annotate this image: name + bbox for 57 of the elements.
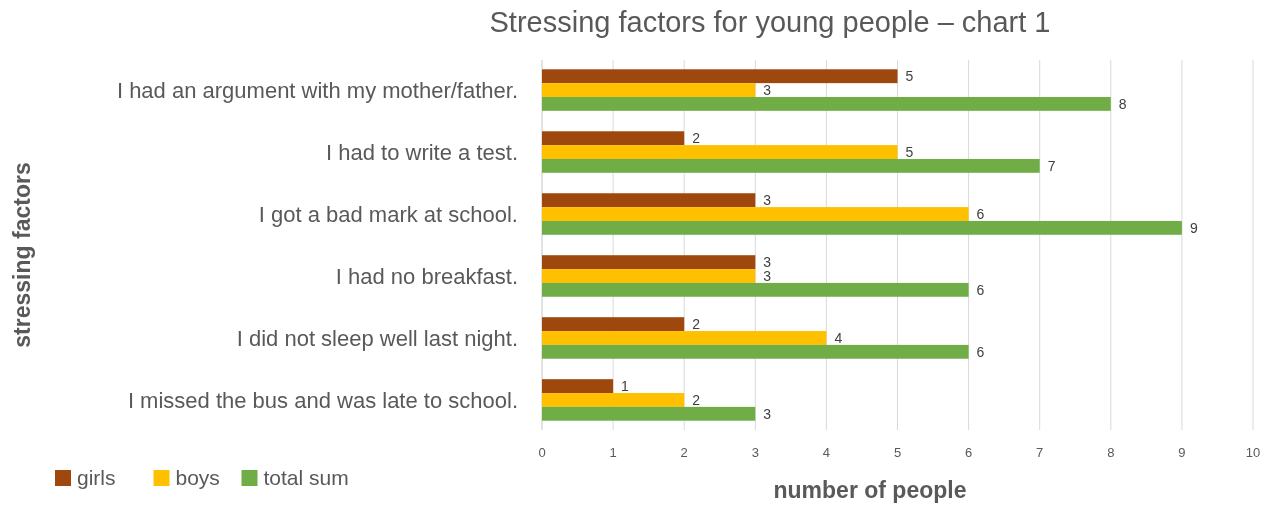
x-tick-label: 4 (822, 445, 831, 460)
y-tick-label: I had no breakfast. (335, 263, 518, 289)
bar (542, 344, 969, 359)
bar (542, 158, 1040, 173)
y-tick-label: I got a bad mark at school. (258, 202, 518, 228)
data-label: 9 (1189, 219, 1198, 236)
bar (542, 331, 827, 345)
bar (542, 207, 969, 221)
x-tick-label: 7 (1036, 445, 1044, 460)
x-tick-label: 5 (893, 445, 902, 460)
data-label: 6 (976, 343, 985, 360)
data-label: 2 (692, 316, 701, 333)
bar (542, 145, 898, 159)
y-tick-label: I had an argument with my mother/father. (116, 78, 518, 104)
x-tick-label: 10 (1245, 445, 1261, 460)
data-label: 3 (763, 82, 772, 99)
data-label: 7 (1047, 157, 1056, 174)
data-label: 4 (834, 329, 843, 346)
bar (542, 96, 1111, 111)
bar (542, 282, 969, 297)
legend-label: total sum (263, 466, 349, 489)
data-label: 6 (976, 206, 985, 223)
data-label: 3 (763, 405, 772, 422)
bar (542, 269, 756, 283)
x-tick-label: 8 (1107, 445, 1115, 460)
x-tick-label: 9 (1178, 445, 1186, 460)
data-label: 8 (1118, 95, 1127, 112)
bar (542, 379, 614, 394)
data-label: 2 (692, 130, 701, 147)
y-tick-label: I missed the bus and was late to school. (127, 387, 518, 413)
y-axis-title: stressing factors (9, 162, 35, 348)
x-axis-title: number of people (773, 477, 967, 503)
data-label: 5 (905, 144, 914, 161)
data-label: 5 (905, 68, 914, 85)
bar (542, 255, 756, 270)
bar (542, 83, 756, 97)
y-tick-label: I did not sleep well last night. (236, 325, 518, 351)
bar (542, 131, 685, 146)
x-tick-label: 0 (538, 445, 546, 460)
bar (542, 317, 685, 332)
x-tick-label: 2 (680, 445, 688, 460)
x-tick-label: 1 (609, 445, 617, 460)
y-tick-label: I had to write a test. (326, 140, 518, 166)
data-label: 3 (763, 192, 772, 209)
bar (542, 193, 756, 208)
data-label: 2 (692, 391, 701, 408)
bar (542, 220, 1182, 235)
bar (542, 406, 756, 421)
bar (542, 393, 685, 407)
legend-label: boys (175, 466, 220, 489)
x-tick-label: 3 (751, 445, 759, 460)
chart-title: Stressing factors for young people – chart 1 (489, 6, 1051, 38)
data-label: 1 (621, 378, 630, 395)
data-label: 6 (976, 281, 985, 298)
bar (542, 69, 898, 84)
x-tick-label: 6 (964, 445, 973, 460)
legend-label: girls (77, 466, 116, 489)
